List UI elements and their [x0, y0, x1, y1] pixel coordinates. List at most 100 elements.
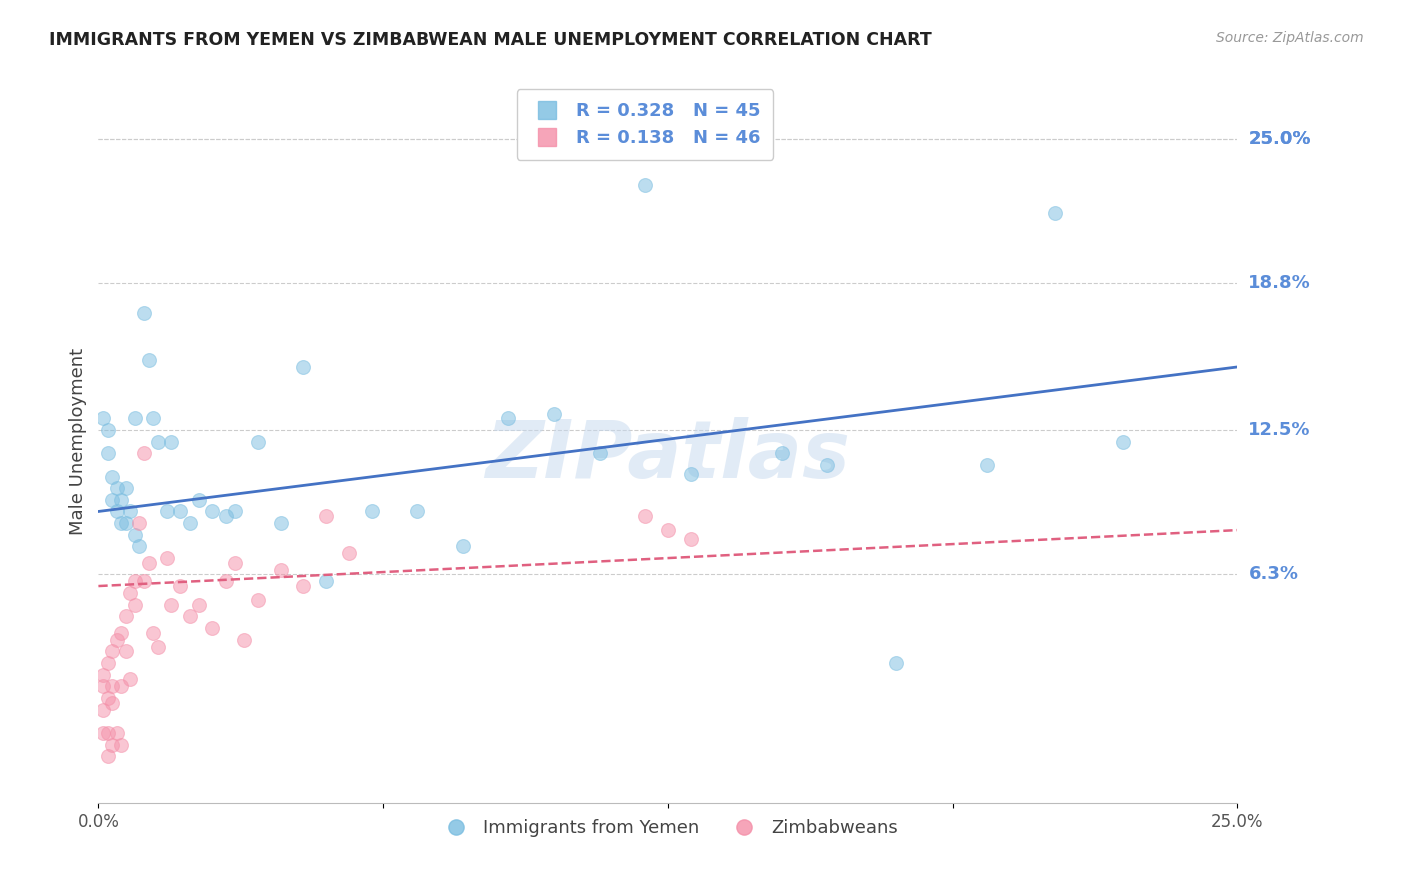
Point — [91, 667, 114, 681]
Point — [105, 504, 128, 518]
Point — [187, 492, 209, 507]
Point — [224, 556, 246, 570]
Point — [142, 625, 165, 640]
Point — [201, 621, 224, 635]
Point — [91, 679, 114, 693]
Point — [1112, 434, 1135, 449]
Y-axis label: Male Unemployment: Male Unemployment — [69, 348, 87, 535]
Point — [679, 533, 702, 547]
Point — [169, 579, 191, 593]
Point — [96, 726, 118, 740]
Point — [884, 656, 907, 670]
Point — [124, 411, 146, 425]
Point — [105, 632, 128, 647]
Point — [138, 353, 160, 368]
Point — [138, 556, 160, 570]
Point — [657, 523, 679, 537]
Point — [120, 673, 142, 687]
Point — [105, 481, 128, 495]
Point — [360, 504, 382, 518]
Point — [132, 446, 155, 460]
Point — [124, 574, 146, 589]
Text: 25.0%: 25.0% — [1249, 129, 1310, 147]
Point — [679, 467, 702, 482]
Text: IMMIGRANTS FROM YEMEN VS ZIMBABWEAN MALE UNEMPLOYMENT CORRELATION CHART: IMMIGRANTS FROM YEMEN VS ZIMBABWEAN MALE… — [49, 31, 932, 49]
Point — [215, 574, 238, 589]
Point — [270, 563, 292, 577]
Point — [233, 632, 256, 647]
Text: Source: ZipAtlas.com: Source: ZipAtlas.com — [1216, 31, 1364, 45]
Text: 25.0%: 25.0% — [1249, 129, 1310, 147]
Point — [124, 598, 146, 612]
Point — [132, 306, 155, 320]
Point — [156, 551, 179, 566]
Point — [246, 593, 269, 607]
Point — [101, 738, 124, 752]
Point — [110, 738, 132, 752]
Point — [91, 702, 114, 716]
Point — [246, 434, 269, 449]
Point — [292, 579, 315, 593]
Point — [128, 540, 150, 554]
Point — [120, 504, 142, 518]
Point — [142, 411, 165, 425]
Point — [101, 696, 124, 710]
Point — [292, 359, 315, 374]
Point — [110, 679, 132, 693]
Point — [315, 509, 337, 524]
Text: 6.3%: 6.3% — [1249, 566, 1298, 583]
Point — [110, 625, 132, 640]
Point — [110, 516, 132, 530]
Point — [179, 609, 201, 624]
Point — [101, 679, 124, 693]
Point — [634, 178, 657, 193]
Point — [114, 609, 136, 624]
Point — [976, 458, 998, 472]
Legend: Immigrants from Yemen, Zimbabweans: Immigrants from Yemen, Zimbabweans — [430, 812, 905, 845]
Point — [146, 434, 169, 449]
Point — [101, 492, 124, 507]
Point — [120, 586, 142, 600]
Point — [160, 598, 183, 612]
Point — [179, 516, 201, 530]
Point — [96, 656, 118, 670]
Text: 12.5%: 12.5% — [1249, 421, 1310, 439]
Point — [169, 504, 191, 518]
Point — [114, 481, 136, 495]
Point — [156, 504, 179, 518]
Text: 18.8%: 18.8% — [1249, 274, 1312, 292]
Point — [187, 598, 209, 612]
Point — [451, 540, 474, 554]
Point — [337, 546, 360, 560]
Point — [406, 504, 429, 518]
Point — [270, 516, 292, 530]
Point — [114, 644, 136, 658]
Point — [315, 574, 337, 589]
Point — [201, 504, 224, 518]
Point — [96, 423, 118, 437]
Point — [1043, 206, 1066, 220]
Point — [588, 446, 610, 460]
Point — [160, 434, 183, 449]
Point — [96, 749, 118, 764]
Point — [114, 516, 136, 530]
Point — [124, 528, 146, 542]
Point — [110, 492, 132, 507]
Point — [91, 726, 114, 740]
Point — [96, 690, 118, 705]
Point — [498, 411, 520, 425]
Text: ZIPatlas: ZIPatlas — [485, 417, 851, 495]
Point — [815, 458, 838, 472]
Point — [543, 407, 565, 421]
Point — [224, 504, 246, 518]
Point — [91, 411, 114, 425]
Point — [128, 516, 150, 530]
Point — [146, 640, 169, 654]
Point — [132, 574, 155, 589]
Point — [634, 509, 657, 524]
Point — [96, 446, 118, 460]
Point — [105, 726, 128, 740]
Point — [101, 644, 124, 658]
Point — [215, 509, 238, 524]
Point — [101, 469, 124, 483]
